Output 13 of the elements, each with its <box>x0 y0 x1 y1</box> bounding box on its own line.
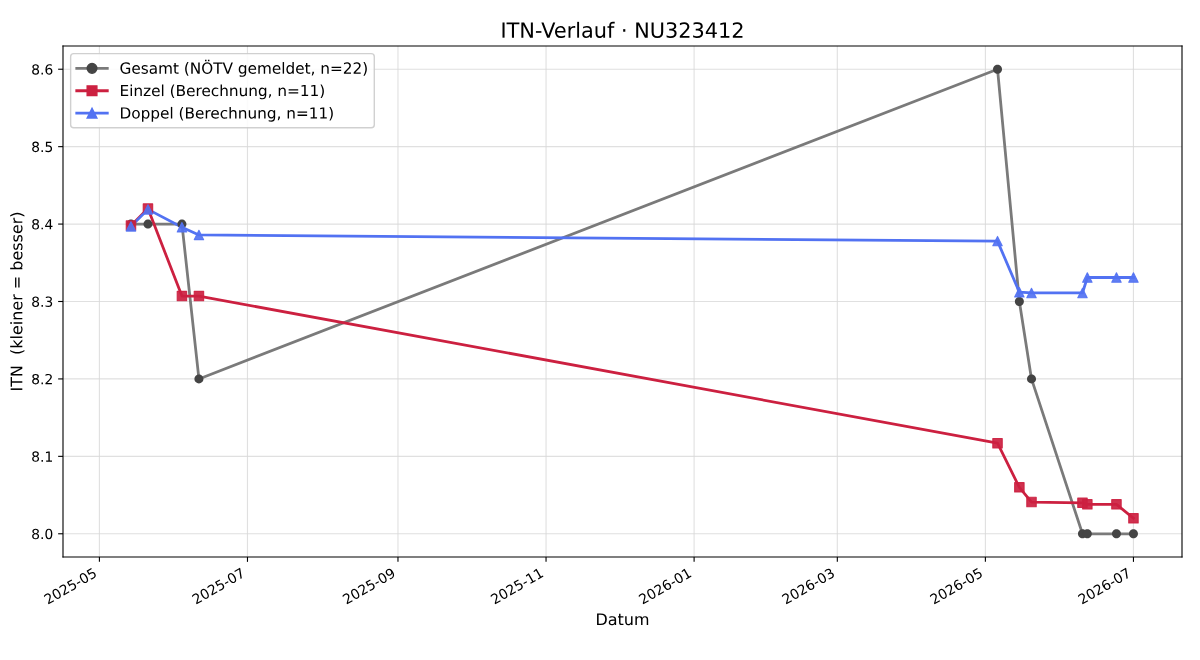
y-tick-label: 8.3 <box>32 296 53 307</box>
y-tick-label: 8.0 <box>32 528 53 540</box>
y-axis-title: ITN (kleiner = besser) <box>10 212 25 390</box>
y-tick-label: 8.4 <box>32 219 53 230</box>
y-tick-label: 8.5 <box>32 141 53 153</box>
y-tick-label: 8.1 <box>32 451 52 462</box>
chart-title: ITN-Verlauf · NU323412 <box>502 21 743 38</box>
y-tick-label: 8.2 <box>32 373 52 385</box>
legend-label: Einzel (Berechnung, n=11) <box>121 84 324 100</box>
legend-label: Gesamt (NÖTV gemeldet, n=22) <box>120 59 367 77</box>
y-tick-label: 8.6 <box>32 64 53 75</box>
x-axis-title: Datum <box>597 613 649 626</box>
legend-label: Doppel (Berechnung, n=11) <box>121 106 333 122</box>
